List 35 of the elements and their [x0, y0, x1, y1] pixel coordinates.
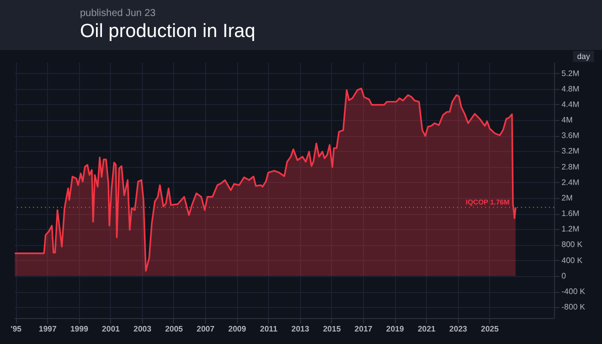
- x-tick-label: 2001: [102, 324, 120, 334]
- x-tick-label: 2003: [133, 324, 152, 334]
- y-tick-label: 4.8M: [562, 84, 580, 94]
- x-tick-label: 2007: [196, 324, 215, 334]
- y-tick-label: 400 K: [562, 256, 584, 265]
- text: day: [573, 51, 594, 62]
- y-tick-label: -400 K: [562, 287, 586, 296]
- y-tick-label: 2M: [562, 193, 573, 202]
- x-tick-label: 2005: [165, 324, 184, 334]
- y-tick-label: 4M: [562, 116, 573, 125]
- y-tick-label: 5.2M: [562, 68, 580, 78]
- y-tick-label: 3.6M: [562, 131, 580, 140]
- x-tick-label: '95: [10, 324, 22, 334]
- x-tick-label: 2011: [260, 324, 278, 334]
- x-tick-label: 2023: [449, 324, 468, 334]
- y-tick-label: 2.8M: [562, 162, 580, 172]
- y-tick-label: 800 K: [562, 240, 584, 250]
- x-tick-label: 2019: [386, 324, 404, 334]
- x-tick-label: 2021: [418, 324, 436, 334]
- y-tick-label: 3.2M: [562, 146, 580, 156]
- chart-title: Oil production in Iraq: [80, 21, 256, 43]
- chart-subtitle: published Jun 23: [80, 8, 157, 19]
- x-tick-label: 1999: [70, 324, 89, 334]
- x-tick-label: 2013: [291, 324, 310, 334]
- y-tick-label: 4.4M: [562, 100, 580, 109]
- x-tick-label: 2015: [322, 324, 342, 334]
- y-tick-label: 1.2M: [562, 224, 580, 234]
- x-tick-label: 2025: [480, 324, 500, 334]
- y-tick-label: 0: [562, 271, 566, 280]
- x-tick-label: 2017: [354, 324, 373, 334]
- y-tick-label: 1.6M: [562, 209, 580, 218]
- x-tick-label: 1997: [38, 324, 58, 334]
- y-tick-label: -800 K: [562, 302, 586, 312]
- y-tick-label: 2.4M: [562, 178, 580, 187]
- x-tick-label: 2009: [228, 324, 247, 334]
